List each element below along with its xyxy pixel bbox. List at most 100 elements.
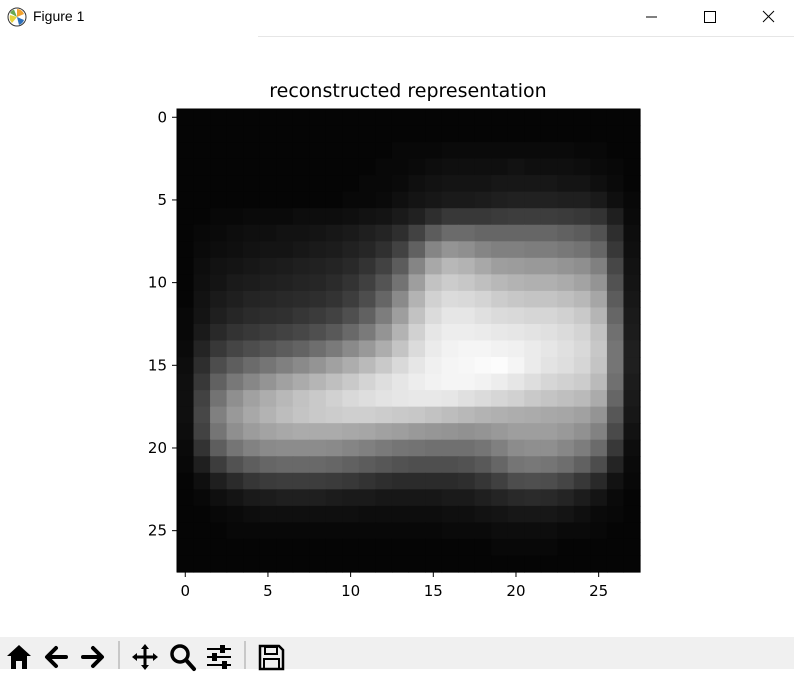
heatmap-cell [210, 224, 228, 242]
toolbar-separator [244, 641, 246, 669]
heatmap-cell [425, 555, 443, 573]
figure-canvas[interactable]: reconstructed representation 0 5 10 15 20 25 … [0, 37, 794, 637]
heatmap-cell [292, 373, 310, 391]
heatmap-cell [292, 158, 310, 176]
heatmap-cell [573, 175, 591, 193]
heatmap-cell [243, 142, 261, 160]
heatmap-cell [458, 390, 476, 408]
heatmap-cell [276, 555, 294, 573]
heatmap-cell [259, 489, 277, 507]
y-tick-label: 0 [157, 108, 167, 126]
heatmap-cell [276, 423, 294, 441]
heatmap-cell [623, 555, 641, 573]
save-button[interactable] [256, 642, 286, 672]
heatmap-cell [606, 142, 625, 160]
heatmap-cell [557, 142, 575, 160]
heatmap-cell [441, 158, 459, 176]
heatmap-cell [177, 307, 195, 325]
heatmap-cell [441, 224, 459, 242]
heatmap-cell [375, 472, 393, 490]
heatmap-cell [491, 208, 509, 226]
heatmap-cell [458, 489, 476, 507]
heatmap-cell [292, 505, 310, 523]
heatmap-cell [177, 241, 195, 259]
heatmap-cell [507, 224, 525, 242]
heatmap-cell [458, 439, 476, 457]
heatmap-cell [491, 555, 509, 573]
heatmap-cell [557, 323, 575, 342]
heatmap-cell [342, 109, 360, 127]
minimize-button[interactable] [622, 0, 680, 34]
heatmap-cell [177, 290, 195, 309]
heatmap-cell [375, 307, 393, 325]
home-button[interactable] [4, 642, 34, 672]
heatmap-cell [243, 439, 261, 457]
heatmap-cell [557, 274, 575, 292]
heatmap-cell [573, 555, 591, 573]
heatmap-cell [540, 357, 558, 375]
heatmap-cell [408, 290, 426, 309]
heatmap-cell [458, 423, 476, 441]
back-button[interactable] [41, 642, 71, 672]
heatmap-cell [408, 555, 426, 573]
configure-subplots-button[interactable] [204, 642, 234, 672]
heatmap-cell [557, 257, 575, 275]
heatmap-cell [590, 406, 608, 424]
heatmap-cell [573, 191, 591, 209]
heatmap-cell [342, 489, 360, 507]
zoom-button[interactable] [167, 642, 197, 672]
heatmap-cell [540, 257, 558, 275]
heatmap-cell [458, 522, 476, 540]
maximize-button[interactable] [680, 0, 738, 34]
heatmap-cell [375, 290, 393, 309]
heatmap-cell [342, 191, 360, 209]
heatmap-cell [507, 208, 525, 226]
heatmap-cell [590, 357, 608, 375]
heatmap-cell [557, 472, 575, 490]
heatmap-cell [524, 423, 542, 441]
heatmap-cell [358, 109, 377, 127]
heatmap-cell [458, 538, 476, 557]
heatmap-cell [259, 241, 277, 259]
heatmap-cell [391, 340, 410, 358]
heatmap-cell [276, 373, 294, 391]
heatmap-cell [226, 191, 244, 209]
heatmap-cell [623, 390, 641, 408]
heatmap-cell [590, 373, 608, 391]
heatmap-cell [474, 538, 492, 557]
heatmap-cell [623, 158, 641, 176]
heatmap-cell [391, 357, 410, 375]
heatmap-cell [210, 489, 228, 507]
heatmap-cell [491, 423, 509, 441]
heatmap-cell [325, 439, 343, 457]
heatmap-cell [557, 125, 575, 143]
heatmap-cell [193, 439, 211, 457]
heatmap-cell [590, 241, 608, 259]
heatmap-cell [524, 390, 542, 408]
heatmap-cell [292, 456, 310, 474]
heatmap-cell [590, 191, 608, 209]
close-button[interactable] [738, 0, 794, 34]
heatmap-cell [408, 175, 426, 193]
heatmap-cell [226, 109, 244, 127]
pan-button[interactable] [130, 642, 160, 672]
heatmap-cell [474, 323, 492, 342]
heatmap-cell [425, 274, 443, 292]
forward-button[interactable] [78, 642, 108, 672]
heatmap-cell [540, 538, 558, 557]
heatmap-cell [557, 109, 575, 127]
heatmap-cell [623, 142, 641, 160]
heatmap-cell [458, 323, 476, 342]
heatmap-cell [524, 125, 542, 143]
heatmap-cell [540, 208, 558, 226]
heatmap-cell [276, 208, 294, 226]
heatmap-cell [474, 142, 492, 160]
heatmap-cell [606, 257, 625, 275]
heatmap-cell [573, 208, 591, 226]
heatmap-cell [226, 323, 244, 342]
heatmap-cell [226, 522, 244, 540]
heatmap-cell [193, 538, 211, 557]
heatmap-cell [540, 158, 558, 176]
heatmap-cell [540, 125, 558, 143]
heatmap-cell [507, 522, 525, 540]
